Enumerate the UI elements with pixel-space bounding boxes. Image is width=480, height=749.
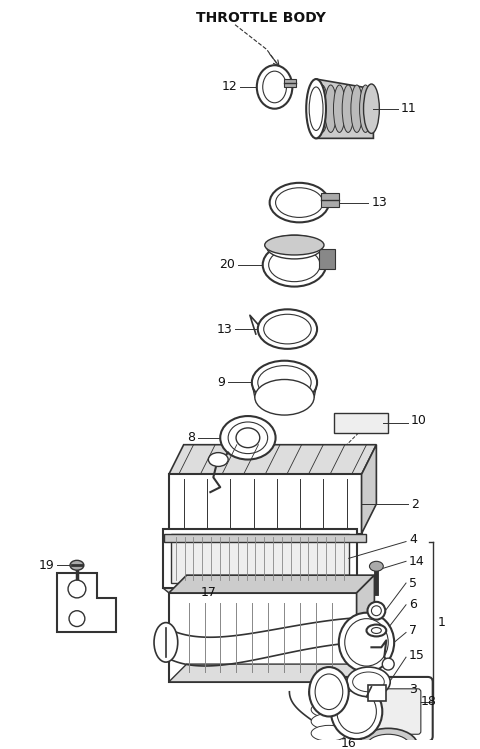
Ellipse shape [69, 610, 85, 627]
Ellipse shape [220, 416, 276, 460]
Ellipse shape [208, 452, 228, 467]
Ellipse shape [367, 625, 386, 637]
Text: 6: 6 [409, 598, 417, 611]
Ellipse shape [269, 248, 320, 282]
Polygon shape [169, 575, 374, 593]
Text: THROTTLE BODY: THROTTLE BODY [195, 10, 325, 25]
Ellipse shape [351, 85, 363, 133]
FancyBboxPatch shape [169, 474, 361, 533]
Text: 13: 13 [216, 323, 232, 336]
Ellipse shape [154, 622, 178, 662]
Polygon shape [169, 445, 376, 474]
FancyBboxPatch shape [331, 689, 421, 734]
Ellipse shape [255, 380, 314, 415]
FancyBboxPatch shape [321, 192, 339, 207]
Ellipse shape [276, 188, 323, 217]
Ellipse shape [347, 667, 390, 697]
Polygon shape [361, 445, 376, 533]
Ellipse shape [311, 725, 347, 742]
Ellipse shape [264, 235, 324, 255]
Text: 2: 2 [411, 497, 419, 511]
Ellipse shape [258, 309, 317, 349]
Text: 15: 15 [409, 649, 425, 661]
FancyBboxPatch shape [334, 413, 388, 433]
Ellipse shape [345, 619, 388, 666]
Text: 20: 20 [219, 258, 235, 271]
Ellipse shape [359, 728, 418, 749]
Ellipse shape [309, 87, 323, 130]
Text: 14: 14 [409, 555, 425, 568]
Ellipse shape [360, 85, 372, 133]
Ellipse shape [263, 243, 326, 287]
Ellipse shape [325, 85, 336, 133]
Ellipse shape [370, 561, 384, 571]
Text: 4: 4 [409, 533, 417, 546]
FancyBboxPatch shape [285, 79, 296, 87]
FancyBboxPatch shape [319, 677, 432, 742]
Polygon shape [316, 79, 373, 139]
Ellipse shape [316, 85, 328, 133]
Ellipse shape [236, 428, 260, 448]
Ellipse shape [309, 667, 348, 717]
Text: 19: 19 [38, 559, 54, 571]
Ellipse shape [331, 684, 382, 739]
Ellipse shape [334, 85, 345, 133]
FancyBboxPatch shape [164, 533, 367, 542]
Ellipse shape [252, 361, 317, 404]
Text: 12: 12 [221, 80, 237, 94]
FancyBboxPatch shape [169, 593, 357, 682]
Ellipse shape [270, 183, 329, 222]
Text: 13: 13 [372, 196, 387, 209]
Polygon shape [57, 573, 117, 632]
Ellipse shape [228, 422, 268, 454]
Ellipse shape [264, 315, 311, 344]
Text: 1: 1 [438, 616, 445, 629]
Ellipse shape [339, 613, 394, 672]
Polygon shape [169, 664, 374, 682]
Ellipse shape [311, 702, 347, 718]
FancyBboxPatch shape [369, 685, 386, 700]
Ellipse shape [372, 606, 381, 616]
Ellipse shape [342, 85, 354, 133]
Text: 7: 7 [409, 624, 417, 637]
Ellipse shape [306, 79, 326, 139]
Text: 17: 17 [201, 586, 216, 599]
Text: 10: 10 [411, 413, 427, 426]
FancyBboxPatch shape [319, 249, 335, 269]
Ellipse shape [368, 602, 385, 619]
Polygon shape [357, 575, 374, 682]
Polygon shape [163, 588, 372, 601]
Ellipse shape [68, 580, 86, 598]
Ellipse shape [315, 674, 343, 709]
Ellipse shape [311, 714, 347, 730]
Ellipse shape [263, 71, 287, 103]
Ellipse shape [337, 690, 376, 733]
Text: 16: 16 [341, 737, 357, 749]
FancyBboxPatch shape [163, 529, 357, 588]
Ellipse shape [70, 560, 84, 570]
Ellipse shape [267, 235, 322, 259]
FancyBboxPatch shape [171, 533, 348, 583]
Text: 8: 8 [188, 431, 195, 444]
Ellipse shape [382, 658, 394, 670]
Text: 9: 9 [217, 376, 225, 389]
Text: 5: 5 [409, 577, 417, 589]
Ellipse shape [363, 84, 379, 133]
Ellipse shape [353, 672, 384, 692]
Text: 11: 11 [401, 102, 417, 115]
Ellipse shape [258, 366, 311, 399]
Ellipse shape [257, 65, 292, 109]
Text: 18: 18 [421, 695, 437, 708]
Ellipse shape [372, 628, 381, 634]
Text: 3: 3 [409, 683, 417, 697]
Ellipse shape [367, 734, 410, 749]
